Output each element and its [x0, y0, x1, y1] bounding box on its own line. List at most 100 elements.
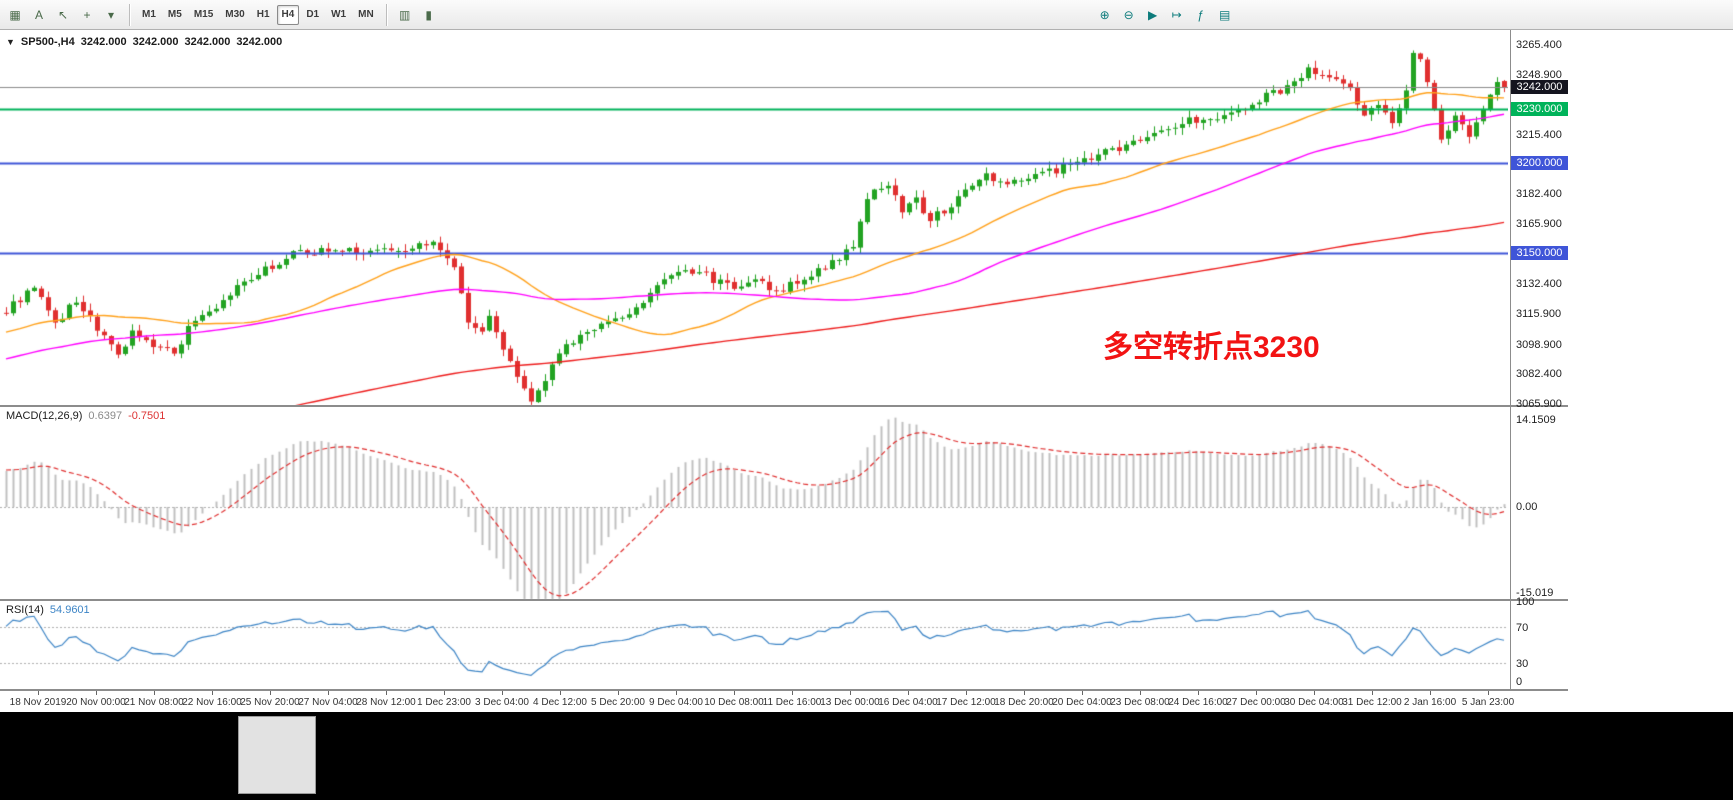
time-axis-label: 27 Dec 00:00 — [1226, 697, 1286, 708]
time-axis-tick — [618, 691, 619, 695]
time-axis-tick — [1198, 691, 1199, 695]
time-axis-tick — [154, 691, 155, 695]
time-axis-label: 25 Nov 20:00 — [240, 697, 300, 708]
price-axis-label: 3132.400 — [1516, 278, 1562, 291]
panel-divider[interactable] — [0, 689, 1568, 691]
time-axis-label: 11 Dec 16:00 — [762, 697, 822, 708]
timeframe-d1-button[interactable]: D1 — [306, 9, 320, 20]
price-axis-label: 3165.900 — [1516, 218, 1562, 231]
time-axis-tick — [96, 691, 97, 695]
price-axis-label: 3182.400 — [1516, 188, 1562, 201]
time-axis-tick — [502, 691, 503, 695]
text-tool-icon[interactable]: A — [34, 7, 43, 22]
rsi-current-value: 54.9601 — [49, 604, 90, 616]
time-axis-label: 18 Nov 2019 — [9, 697, 67, 708]
time-axis-label: 20 Nov 00:00 — [66, 697, 126, 708]
rsi-axis-label: 70 — [1516, 622, 1529, 635]
chart-expander-icon[interactable]: ▼ — [6, 37, 15, 47]
rsi-axis-label: 30 — [1516, 657, 1529, 670]
candlestick-chart-icon[interactable]: ▮ — [425, 7, 432, 22]
symbol-title: SP500-,H4 — [20, 36, 75, 48]
time-axis-label: 17 Dec 12:00 — [936, 697, 996, 708]
time-axis-tick — [1314, 691, 1315, 695]
timeframe-m15-button[interactable]: M15 — [193, 9, 214, 20]
panel-divider[interactable] — [0, 405, 1568, 407]
price-axis-label: 3098.900 — [1516, 338, 1562, 351]
indicators-icon[interactable]: ƒ — [1197, 7, 1205, 22]
price-axis-label: 3265.400 — [1516, 38, 1562, 51]
auto-scroll-icon[interactable]: ▶ — [1148, 7, 1158, 22]
timeframe-h4-button[interactable]: H4 — [276, 4, 300, 25]
panel-divider[interactable] — [0, 599, 1568, 601]
toolbar-right-group: ⊕ ⊖ ▶ ↦ ƒ ▤ — [1094, 5, 1236, 25]
time-axis-label: 10 Dec 08:00 — [704, 697, 764, 708]
time-axis-label: 24 Dec 16:00 — [1168, 697, 1228, 708]
ohlc-open: 3242.000 — [80, 36, 127, 48]
rsi-indicator-label: RSI(14) 54.9601 — [6, 604, 90, 616]
timeframe-h1-button[interactable]: H1 — [256, 9, 270, 20]
time-axis-tick — [1372, 691, 1373, 695]
price-axis-label: 3215.400 — [1516, 128, 1562, 141]
chart-shift-icon[interactable]: ↦ — [1171, 7, 1182, 22]
bottom-strip-window — [238, 716, 316, 794]
time-axis[interactable]: 18 Nov 2019 20 Nov 00:00 21 Nov 08:00 22 No… — [0, 691, 1568, 712]
price-axis-label: 3115.900 — [1516, 308, 1562, 321]
time-axis-label: 18 Dec 20:00 — [994, 697, 1054, 708]
ohlc-high: 3242.000 — [132, 36, 179, 48]
macd-name: MACD(12,26,9) — [6, 410, 83, 422]
window-grip-icon[interactable]: ▦ — [9, 7, 21, 22]
tools-dropdown-icon[interactable]: ▾ — [107, 7, 115, 22]
bar-chart-icon[interactable]: ▥ — [399, 7, 411, 22]
bottom-strip — [0, 712, 1733, 800]
time-axis-label: 1 Dec 23:00 — [417, 697, 471, 708]
rsi-name: RSI(14) — [6, 604, 44, 616]
crosshair-tool-icon[interactable]: + — [83, 7, 91, 22]
macd-axis-label: 14.1509 — [1516, 414, 1556, 426]
timeframe-m30-button[interactable]: M30 — [225, 9, 245, 20]
price-axis-badge: 3150.000 — [1511, 245, 1568, 260]
toolbar: ▦ A ↖ + ▾ M1 M5 M15 M30 H1 H4 D1 W1 MN ▥ ▮ ⊕ ⊖ ▶ ↦ ƒ ▤ — [0, 0, 1733, 30]
time-axis-tick — [38, 691, 39, 695]
time-axis-label: 5 Jan 23:00 — [1461, 697, 1515, 708]
macd-axis-label: -15.019 — [1516, 587, 1554, 599]
time-axis-tick — [1430, 691, 1431, 695]
rsi-axis-label: 100 — [1516, 596, 1535, 608]
price-chart-canvas[interactable] — [0, 30, 1508, 690]
cursor-tool-icon[interactable]: ↖ — [57, 7, 69, 22]
macd-main-value: 0.6397 — [88, 410, 123, 422]
price-axis-badge: 3230.000 — [1511, 101, 1568, 116]
time-axis-label: 5 Dec 20:00 — [591, 697, 645, 708]
time-axis-label: 2 Jan 16:00 — [1403, 697, 1457, 708]
time-axis-label: 31 Dec 12:00 — [1342, 697, 1402, 708]
timeframe-m1-button[interactable]: M1 — [142, 9, 156, 20]
time-axis-label: 21 Nov 08:00 — [124, 697, 184, 708]
chart-type-group: ▥ ▮ — [394, 5, 440, 25]
timeframe-w1-button[interactable]: W1 — [331, 9, 347, 20]
price-axis-badge: 3242.000 — [1511, 80, 1568, 95]
time-axis-tick — [328, 691, 329, 695]
macd-indicator-label: MACD(12,26,9) 0.6397 -0.7501 — [6, 410, 165, 422]
time-axis-label: 20 Dec 04:00 — [1052, 697, 1112, 708]
time-axis-label: 9 Dec 04:00 — [649, 697, 703, 708]
time-axis-label: 27 Nov 04:00 — [298, 697, 358, 708]
zoom-out-icon[interactable]: ⊖ — [1123, 7, 1134, 22]
toolbar-left-group: ▦ A ↖ + ▾ — [4, 5, 122, 25]
timeframe-mn-button[interactable]: MN — [358, 9, 374, 20]
timeframe-group: M1 M5 M15 M30 H1 H4 D1 W1 MN — [137, 4, 379, 25]
templates-icon[interactable]: ▤ — [1219, 7, 1231, 22]
toolbar-separator — [129, 3, 130, 26]
time-axis-tick — [1140, 691, 1141, 695]
price-axis-badge: 3200.000 — [1511, 155, 1568, 170]
timeframe-m5-button[interactable]: M5 — [167, 9, 182, 20]
time-axis-label: 16 Dec 04:00 — [878, 697, 938, 708]
time-axis-tick — [1256, 691, 1257, 695]
time-axis-label: 28 Nov 12:00 — [356, 697, 416, 708]
time-axis-tick — [1082, 691, 1083, 695]
zoom-in-icon[interactable]: ⊕ — [1099, 7, 1110, 22]
time-axis-tick — [560, 691, 561, 695]
ohlc-close: 3242.000 — [236, 36, 283, 48]
macd-signal-value: -0.7501 — [128, 410, 166, 422]
price-axis-label: 3065.900 — [1516, 398, 1562, 411]
time-axis-label: 3 Dec 04:00 — [475, 697, 529, 708]
